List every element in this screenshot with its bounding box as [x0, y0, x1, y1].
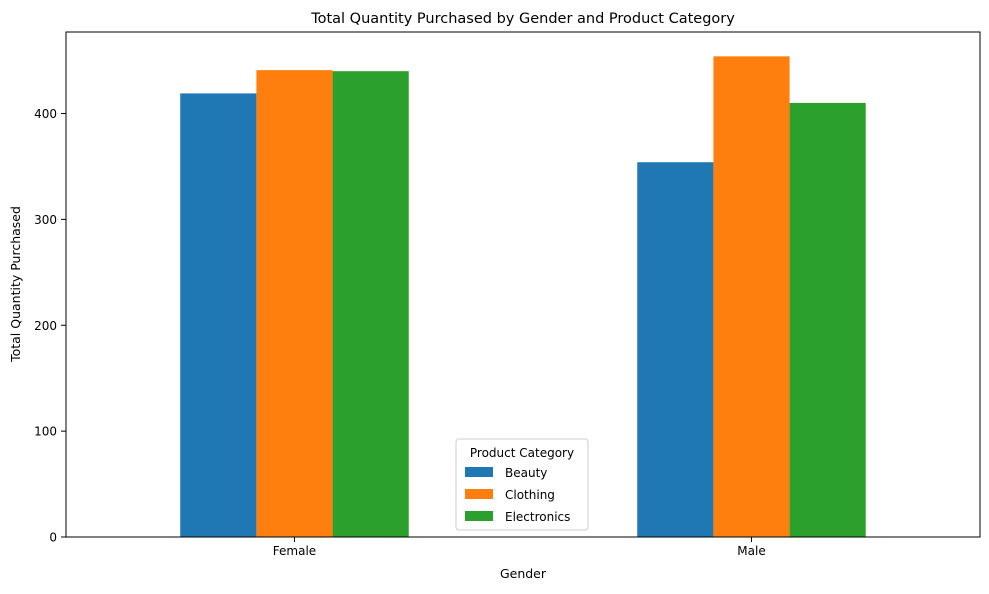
- x-tick-label: Female: [273, 544, 316, 558]
- legend-swatch-clothing: [465, 489, 493, 499]
- legend-swatch-electronics: [465, 511, 493, 521]
- bar-electronics-female: [332, 71, 409, 537]
- y-tick-label: 200: [34, 319, 57, 333]
- chart-title: Total Quantity Purchased by Gender and P…: [310, 11, 735, 27]
- legend-label-electronics: Electronics: [505, 510, 570, 524]
- y-tick-label: 0: [49, 531, 57, 545]
- bar-electronics-male: [789, 102, 866, 537]
- legend-box: [455, 438, 589, 531]
- bar-beauty-male: [637, 162, 714, 537]
- legend-swatch-beauty: [465, 467, 493, 477]
- legend-title: Product Category: [470, 446, 574, 460]
- legend-label-clothing: Clothing: [505, 488, 555, 502]
- y-axis-label: Total Quantity Purchased: [8, 206, 23, 363]
- bar-clothing-male: [713, 56, 790, 538]
- bar-clothing-female: [256, 70, 333, 537]
- legend: Product Category Beauty Clothing Electronic…: [455, 438, 589, 531]
- plot-frame: [65, 31, 981, 538]
- x-tick-label: Male: [737, 544, 765, 558]
- legend-label-beauty: Beauty: [505, 466, 547, 480]
- y-tick-label: 400: [34, 107, 57, 121]
- x-axis-label: Gender: [500, 566, 547, 581]
- plot-area: 0 100 200 300 400 Female Male: [34, 31, 981, 558]
- y-tick-label: 100: [34, 425, 57, 439]
- y-tick-label: 300: [34, 213, 57, 227]
- bar-beauty-female: [180, 93, 257, 538]
